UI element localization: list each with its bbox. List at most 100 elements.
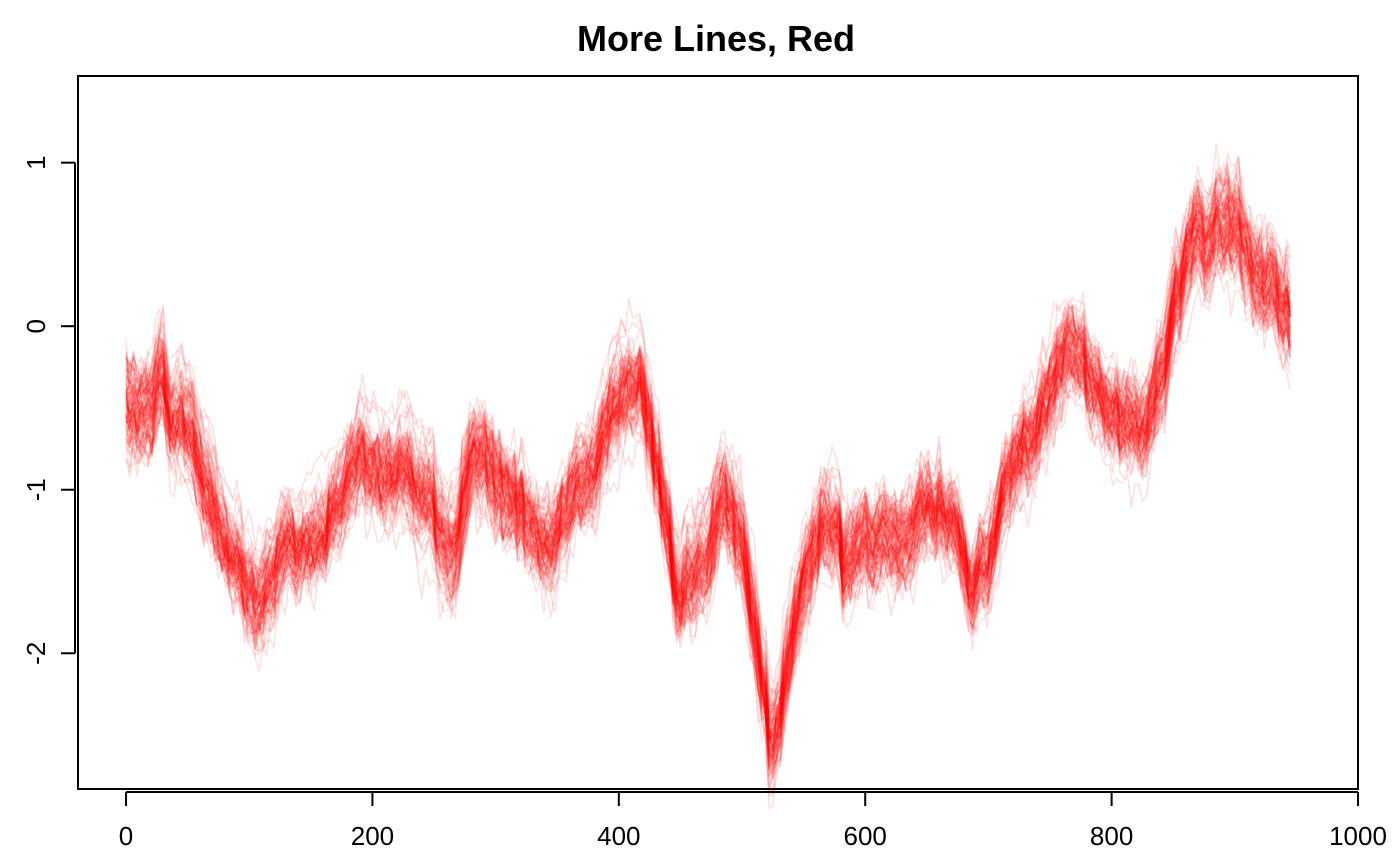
series-line bbox=[125, 203, 1291, 768]
x-tick-label: 800 bbox=[1090, 821, 1133, 851]
series-line bbox=[125, 223, 1291, 720]
series-line bbox=[125, 241, 1291, 760]
series-line bbox=[125, 222, 1291, 799]
series-lines bbox=[125, 143, 1291, 810]
series-line bbox=[125, 220, 1291, 721]
series-line bbox=[125, 178, 1291, 746]
series-line bbox=[125, 216, 1291, 728]
x-tick-label: 1000 bbox=[1329, 821, 1387, 851]
series-line bbox=[125, 190, 1291, 761]
series-line bbox=[125, 192, 1291, 714]
series-line bbox=[125, 154, 1291, 771]
chart-title: More Lines, Red bbox=[577, 18, 855, 59]
y-tick-label: 1 bbox=[21, 155, 51, 169]
x-tick-label: 0 bbox=[119, 821, 133, 851]
series-line bbox=[125, 237, 1291, 708]
series-line bbox=[125, 233, 1291, 695]
series-line bbox=[125, 160, 1291, 739]
series-line bbox=[125, 222, 1291, 743]
series-line bbox=[125, 230, 1291, 742]
series-line bbox=[125, 227, 1291, 738]
series-line bbox=[125, 204, 1291, 761]
series-line bbox=[125, 192, 1291, 740]
series-line bbox=[125, 187, 1291, 719]
x-tick-label: 400 bbox=[597, 821, 640, 851]
series-line bbox=[125, 170, 1291, 712]
series-line bbox=[125, 188, 1291, 754]
series-line bbox=[125, 194, 1291, 733]
series-line bbox=[125, 157, 1291, 768]
series-line bbox=[125, 218, 1291, 765]
series-line bbox=[125, 190, 1291, 752]
series-line bbox=[125, 236, 1291, 751]
series-line bbox=[125, 215, 1291, 762]
series-line bbox=[125, 204, 1291, 767]
series-line bbox=[125, 241, 1291, 723]
series-line bbox=[125, 191, 1291, 768]
series-line bbox=[125, 178, 1291, 751]
series-line bbox=[125, 193, 1291, 760]
series-line bbox=[125, 195, 1291, 703]
y-tick-label: -1 bbox=[21, 478, 51, 501]
x-axis: 0 200 400 600 800 1000 bbox=[119, 791, 1387, 851]
series-line bbox=[125, 143, 1291, 748]
series-line bbox=[125, 185, 1291, 735]
y-tick-label: -2 bbox=[21, 642, 51, 665]
series-line bbox=[125, 205, 1291, 751]
series-line bbox=[125, 193, 1291, 697]
series-line bbox=[125, 195, 1291, 710]
series-line bbox=[125, 176, 1291, 740]
series-line bbox=[125, 230, 1291, 757]
x-tick-label: 200 bbox=[351, 821, 394, 851]
series-line bbox=[125, 165, 1291, 765]
series-line bbox=[125, 160, 1291, 741]
series-line bbox=[125, 204, 1291, 741]
series-line bbox=[125, 247, 1291, 743]
series-line bbox=[125, 178, 1291, 744]
series-line bbox=[125, 260, 1291, 728]
x-tick-label: 600 bbox=[844, 821, 887, 851]
series-line bbox=[125, 152, 1291, 717]
series-line bbox=[125, 208, 1291, 750]
series-line bbox=[125, 204, 1291, 746]
series-line bbox=[125, 212, 1291, 776]
series-line bbox=[125, 217, 1291, 764]
series-line bbox=[125, 195, 1291, 779]
series-line bbox=[125, 177, 1291, 738]
series-line bbox=[125, 215, 1291, 727]
plot-frame bbox=[77, 75, 1359, 790]
series-line bbox=[125, 169, 1291, 781]
series-line bbox=[125, 167, 1291, 717]
series-line bbox=[125, 194, 1291, 713]
series-line bbox=[125, 202, 1291, 769]
series-line bbox=[125, 226, 1291, 760]
series-line bbox=[125, 203, 1291, 810]
series-line bbox=[125, 220, 1291, 721]
series-line bbox=[125, 216, 1291, 744]
series-line bbox=[125, 163, 1291, 741]
series-line bbox=[125, 228, 1291, 748]
series-line bbox=[125, 194, 1291, 766]
series-line bbox=[125, 217, 1291, 685]
series-line bbox=[125, 202, 1291, 713]
series-line bbox=[125, 215, 1291, 754]
series-line bbox=[125, 217, 1291, 728]
series-line bbox=[125, 221, 1291, 736]
series-line bbox=[125, 236, 1291, 736]
series-line bbox=[125, 163, 1291, 758]
series-line bbox=[125, 190, 1291, 723]
series-line bbox=[125, 188, 1291, 797]
series-line bbox=[125, 215, 1291, 742]
series-line bbox=[125, 204, 1291, 757]
series-line bbox=[125, 191, 1291, 794]
series-line bbox=[125, 236, 1291, 755]
series-line bbox=[125, 188, 1291, 755]
series-line bbox=[125, 176, 1291, 740]
series-line bbox=[125, 229, 1291, 761]
series-line bbox=[125, 203, 1291, 767]
series-line bbox=[125, 190, 1291, 781]
series-line bbox=[125, 208, 1291, 778]
y-tick-label: 0 bbox=[21, 319, 51, 333]
series-line bbox=[125, 185, 1291, 777]
